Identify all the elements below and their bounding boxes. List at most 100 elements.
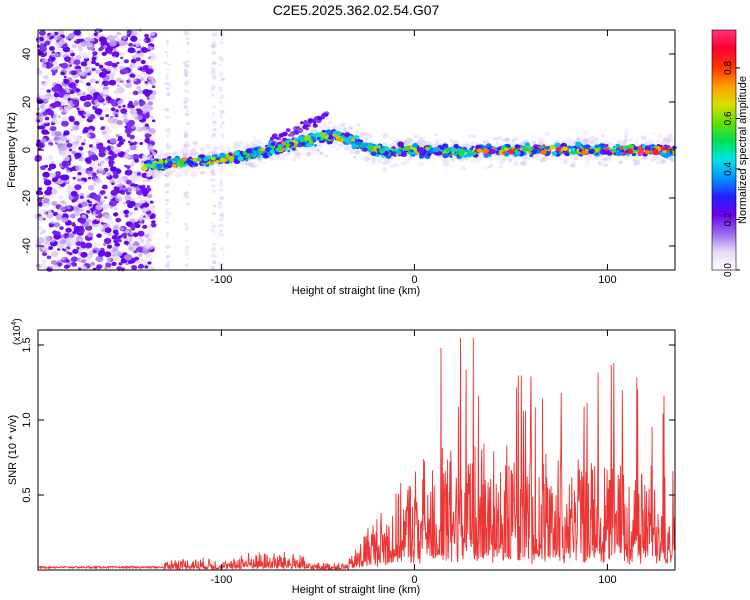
spectral-point <box>183 103 187 107</box>
spectral-point <box>612 145 616 149</box>
spectral-point <box>211 94 215 97</box>
spectral-point <box>105 46 113 53</box>
spectral-point <box>392 151 397 155</box>
spectral-point <box>624 150 628 153</box>
spectral-point <box>87 86 95 92</box>
spectral-point <box>55 231 61 236</box>
spectral-point <box>71 262 77 267</box>
spectral-point <box>413 134 419 139</box>
spectral-point <box>43 197 50 203</box>
spectral-point <box>123 240 129 245</box>
spectral-point <box>251 141 256 144</box>
x-tick-label: -100 <box>210 274 232 286</box>
spectral-point <box>48 246 53 250</box>
spectral-point <box>278 145 282 149</box>
spectral-point <box>94 105 98 108</box>
spectral-point <box>122 82 127 87</box>
spectral-point <box>144 253 151 258</box>
spectral-point <box>121 114 128 119</box>
spectral-point <box>141 47 148 53</box>
spectral-point <box>291 158 296 162</box>
spectral-point <box>134 149 139 152</box>
spectral-point <box>74 65 80 70</box>
spectral-point <box>319 151 324 156</box>
spectral-point <box>108 150 114 155</box>
spectral-point <box>225 154 230 158</box>
spectral-point <box>210 229 216 233</box>
spectral-point <box>36 67 41 72</box>
spectral-point <box>77 44 83 49</box>
spectral-point <box>262 153 269 159</box>
spectral-point <box>581 150 588 156</box>
spectral-point <box>212 260 217 265</box>
spectral-point <box>142 89 151 96</box>
spectral-point <box>80 244 87 249</box>
spectral-point <box>317 143 323 149</box>
spectral-point <box>205 163 210 167</box>
spectral-point <box>117 138 122 142</box>
spectral-point <box>167 130 171 134</box>
spectral-point <box>124 254 133 261</box>
spectral-point <box>396 150 402 155</box>
spectral-point <box>165 220 170 224</box>
spectral-point <box>97 167 103 172</box>
spectral-point <box>145 137 150 142</box>
spectral-point <box>273 134 277 138</box>
spectral-point <box>165 208 169 212</box>
spectral-point <box>128 201 136 207</box>
spectral-point <box>101 203 110 210</box>
spectral-point <box>120 227 125 231</box>
spectral-point <box>575 141 582 147</box>
spectral-point <box>662 137 669 143</box>
spectral-point <box>83 101 92 108</box>
spectral-point <box>49 265 54 269</box>
spectral-point <box>50 56 56 61</box>
spectral-point <box>150 149 155 153</box>
y-tick-label: -20 <box>21 190 33 206</box>
spectral-point <box>70 222 74 226</box>
spectral-point <box>49 139 54 143</box>
spectral-point <box>112 170 117 175</box>
spectral-point <box>252 135 257 139</box>
spectral-point <box>183 172 189 176</box>
spectral-point <box>136 246 143 253</box>
spectral-point <box>132 187 136 191</box>
spectral-point <box>167 63 171 66</box>
spectral-point <box>247 146 251 149</box>
spectral-point <box>39 208 47 215</box>
spectral-point <box>40 87 45 91</box>
spectral-point <box>77 117 85 123</box>
spectral-point <box>172 169 177 173</box>
spectral-point <box>211 173 216 177</box>
spectral-point <box>183 105 188 109</box>
spectral-point <box>171 163 177 168</box>
spectral-point <box>95 69 101 74</box>
spectral-point <box>38 30 46 36</box>
spectral-point <box>141 184 146 188</box>
spectral-point <box>59 144 68 152</box>
spectral-point <box>636 146 642 151</box>
spectral-point <box>302 148 309 153</box>
spectral-point <box>186 109 190 113</box>
spectral-point <box>59 226 64 230</box>
spectral-point <box>453 144 460 149</box>
colorbar-tick-label: 0.4 <box>723 162 734 176</box>
spectral-point <box>507 149 515 155</box>
spectral-point <box>79 95 88 102</box>
spectral-point <box>215 160 220 164</box>
spectral-point <box>186 51 189 54</box>
spectral-point <box>55 120 60 125</box>
spectral-point <box>126 148 131 152</box>
spectral-point <box>454 148 457 151</box>
spectral-point <box>139 142 144 145</box>
spectral-point <box>176 174 181 178</box>
spectral-point <box>219 38 224 41</box>
spectral-point <box>127 104 132 108</box>
spectral-point <box>146 185 150 188</box>
spectral-point <box>166 141 169 143</box>
colorbar-ticks: 0.0 0.2 0.4 0.6 0.8 <box>723 61 740 277</box>
spectral-point <box>257 140 263 144</box>
spectral-point <box>82 139 87 142</box>
spectral-point <box>166 68 170 71</box>
spectral-point <box>100 222 104 225</box>
